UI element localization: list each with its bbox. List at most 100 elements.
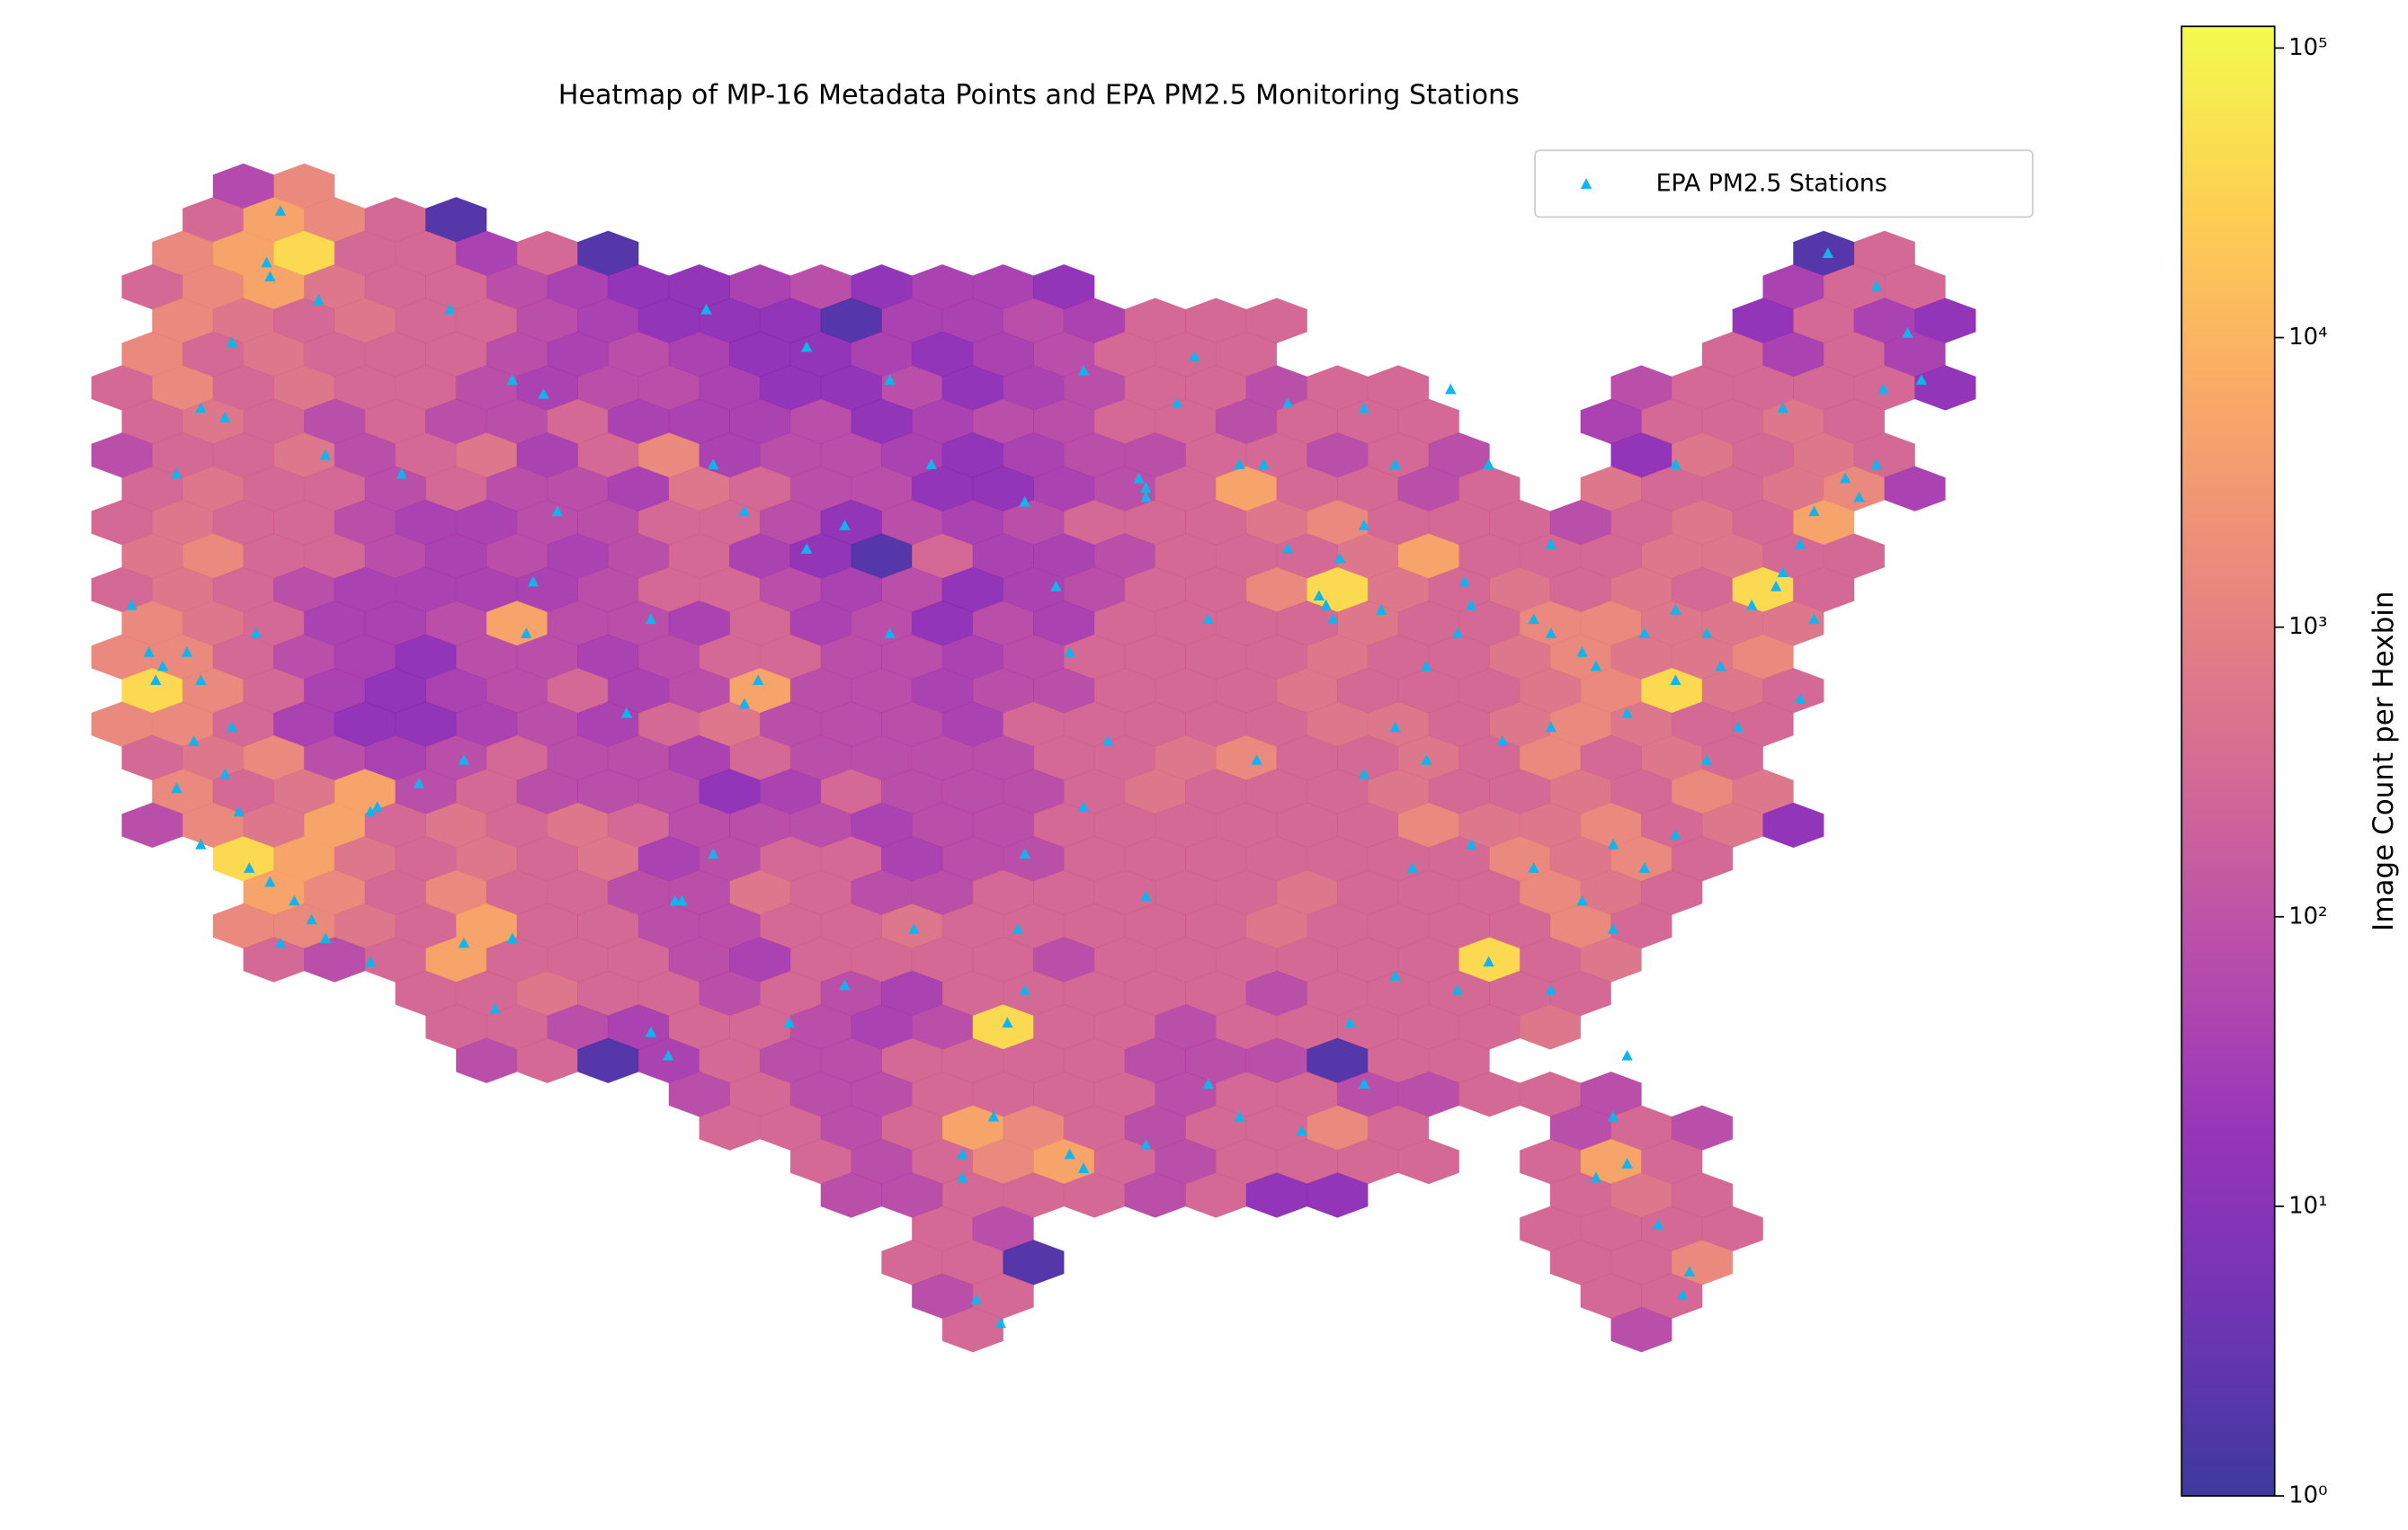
station-marker	[645, 1026, 657, 1037]
station-marker	[1012, 922, 1024, 934]
station-marker	[1019, 983, 1030, 995]
station-marker	[1670, 458, 1681, 469]
station-marker	[1421, 754, 1432, 765]
station-marker	[662, 1049, 674, 1061]
station-marker	[1683, 1266, 1696, 1276]
hexbin	[1307, 1172, 1369, 1218]
station-marker	[1282, 543, 1294, 554]
station-marker	[1019, 848, 1030, 859]
station-marker	[1064, 1148, 1075, 1160]
station-marker	[1389, 721, 1401, 733]
station-marker	[506, 374, 519, 385]
station-marker	[1358, 520, 1370, 530]
station-marker	[1101, 735, 1114, 746]
hexbin-layer	[91, 163, 1976, 1353]
station-marker	[1202, 613, 1214, 625]
colorbar-tick-label: 10²	[2288, 903, 2327, 930]
station-marker	[313, 294, 325, 306]
station-marker	[1777, 566, 1789, 577]
station-marker	[444, 303, 456, 315]
station-marker	[1251, 754, 1262, 765]
station-marker	[1376, 603, 1387, 615]
station-marker	[1344, 1017, 1356, 1028]
station-marker	[506, 932, 519, 944]
station-marker	[1745, 599, 1758, 610]
station-marker	[1140, 1139, 1152, 1150]
station-marker	[1064, 645, 1075, 657]
station-marker	[1050, 580, 1062, 592]
station-marker	[707, 848, 719, 859]
station-marker	[1313, 590, 1325, 601]
station-marker	[274, 205, 287, 216]
station-marker	[195, 402, 207, 414]
station-marker	[1808, 613, 1820, 625]
colorbar-tick-label: 10¹	[2288, 1192, 2327, 1219]
station-marker	[1853, 491, 1865, 503]
station-marker	[620, 707, 633, 718]
station-marker	[551, 505, 564, 517]
station-marker	[1794, 538, 1806, 549]
station-marker	[1902, 326, 1913, 338]
station-marker	[738, 698, 751, 709]
station-marker	[1421, 660, 1432, 672]
station-marker	[1670, 603, 1681, 615]
station-marker	[1528, 862, 1539, 873]
station-marker	[364, 956, 377, 967]
station-marker	[1077, 1162, 1090, 1173]
station-marker	[908, 922, 920, 934]
station-marker	[458, 937, 470, 948]
station-marker	[1451, 627, 1464, 638]
station-marker	[1545, 983, 1557, 995]
chart-title: Heatmap of MP-16 Metadata Points and EPA…	[558, 79, 1520, 111]
station-marker	[1621, 1158, 1633, 1169]
station-marker	[1496, 735, 1509, 746]
station-marker	[1077, 801, 1090, 812]
colorbar: Image Count per Hexbin 10⁰ 10¹ 10² 10³ 10⁴ 10…	[2181, 25, 2400, 1509]
station-marker	[1545, 721, 1557, 733]
station-marker	[1676, 1289, 1689, 1300]
hexbin	[941, 1306, 1004, 1353]
station-marker	[1189, 351, 1200, 361]
station-marker	[274, 937, 287, 948]
station-marker	[195, 674, 207, 686]
station-marker	[1545, 627, 1557, 638]
station-marker	[371, 801, 383, 812]
station-marker	[306, 913, 317, 925]
station-marker	[700, 303, 712, 315]
station-marker	[753, 674, 764, 686]
station-marker	[1915, 374, 1928, 385]
station-marker	[264, 271, 276, 282]
station-marker	[1140, 491, 1152, 503]
station-marker	[126, 599, 138, 610]
station-marker	[1670, 674, 1681, 686]
hexbin	[1762, 802, 1824, 849]
station-marker	[171, 467, 183, 479]
station-marker	[1483, 956, 1494, 967]
station-marker	[1670, 829, 1681, 841]
station-marker	[364, 805, 377, 817]
station-marker	[1358, 402, 1370, 414]
station-marker	[538, 387, 549, 399]
station-marker	[250, 627, 263, 638]
station-marker	[1794, 693, 1806, 704]
station-marker	[156, 660, 169, 672]
station-marker	[1483, 458, 1494, 469]
station-marker	[1140, 890, 1152, 902]
station-marker	[1320, 599, 1332, 610]
hexbin	[1884, 466, 1946, 512]
station-marker	[994, 1317, 1006, 1329]
station-marker	[143, 645, 155, 657]
station-marker	[884, 627, 896, 638]
station-marker	[150, 674, 162, 686]
station-marker	[1770, 580, 1782, 592]
station-marker	[226, 721, 238, 733]
colorbar-label: Image Count per Hexbin	[2368, 591, 2400, 931]
station-marker	[1445, 383, 1457, 395]
station-marker	[527, 575, 540, 587]
station-marker	[1621, 707, 1633, 718]
station-marker	[1466, 599, 1477, 610]
station-marker	[676, 894, 688, 906]
station-marker	[1607, 1110, 1619, 1122]
